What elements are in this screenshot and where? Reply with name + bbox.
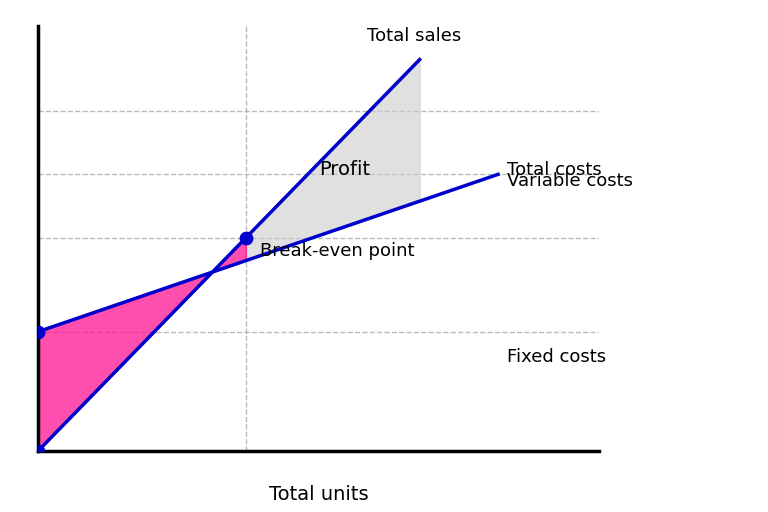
Text: Total sales: Total sales xyxy=(367,27,461,45)
Text: Profit: Profit xyxy=(319,160,370,179)
Text: Total costs: Total costs xyxy=(507,161,601,179)
Text: Total units: Total units xyxy=(269,484,369,504)
Text: Variable costs: Variable costs xyxy=(507,172,633,190)
Text: Break-even point: Break-even point xyxy=(260,242,415,260)
Point xyxy=(32,328,45,336)
Text: Fixed costs: Fixed costs xyxy=(507,348,606,366)
Point xyxy=(32,446,45,455)
Point xyxy=(240,234,252,242)
